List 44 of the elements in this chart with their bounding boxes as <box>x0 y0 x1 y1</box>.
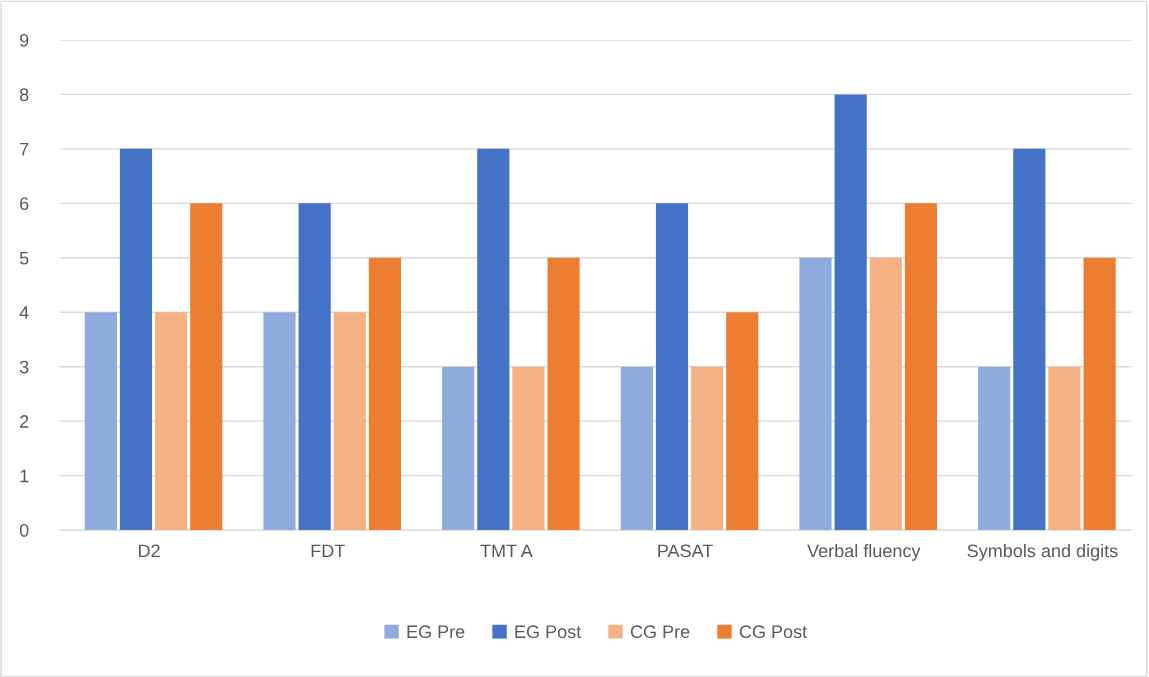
bar <box>263 312 296 531</box>
x-tick-label: Verbal fluency <box>807 543 921 561</box>
y-tick-label: 1 <box>20 469 29 483</box>
x-tick-label: Symbols and digits <box>967 543 1118 561</box>
y-tick-label: 2 <box>20 415 29 428</box>
y-tick-label: 7 <box>20 142 29 156</box>
y-tick-label: 9 <box>20 33 29 47</box>
y-tick-label: 5 <box>19 251 29 265</box>
y-tick-label: 8 <box>19 88 29 102</box>
bar <box>442 366 475 531</box>
legend-label: CG Pre <box>630 625 690 639</box>
bar <box>368 257 402 531</box>
x-tick-label: D2 <box>139 544 160 558</box>
bar <box>869 257 902 531</box>
bar <box>1048 366 1081 531</box>
x-tick-label: PASAT <box>658 544 713 558</box>
bar <box>726 312 759 531</box>
bar <box>190 203 223 531</box>
bar <box>119 148 153 531</box>
x-tick-label: FDT <box>311 544 345 558</box>
bar <box>512 366 545 531</box>
bar <box>691 366 724 531</box>
bar <box>904 203 938 531</box>
bar <box>547 257 580 531</box>
y-tick-label: 6 <box>20 197 29 211</box>
x-tick-label: TMT A <box>480 544 533 558</box>
bar <box>620 366 653 531</box>
bar <box>155 312 188 531</box>
bar <box>834 94 867 531</box>
bar <box>978 366 1011 531</box>
bar <box>333 312 366 531</box>
y-tick-label: 0 <box>19 524 29 537</box>
bar <box>298 203 331 531</box>
bar <box>799 257 832 531</box>
bar <box>477 148 510 531</box>
bar <box>1013 148 1046 531</box>
y-tick-label: 4 <box>19 306 29 319</box>
bar <box>84 312 117 531</box>
legend-label: EG Pre <box>407 625 465 639</box>
legend-label: EG Post <box>515 625 582 639</box>
bar <box>1083 257 1116 531</box>
legend-label: CG Post <box>739 625 808 639</box>
bar <box>655 203 689 531</box>
y-tick-label: 3 <box>19 360 29 374</box>
